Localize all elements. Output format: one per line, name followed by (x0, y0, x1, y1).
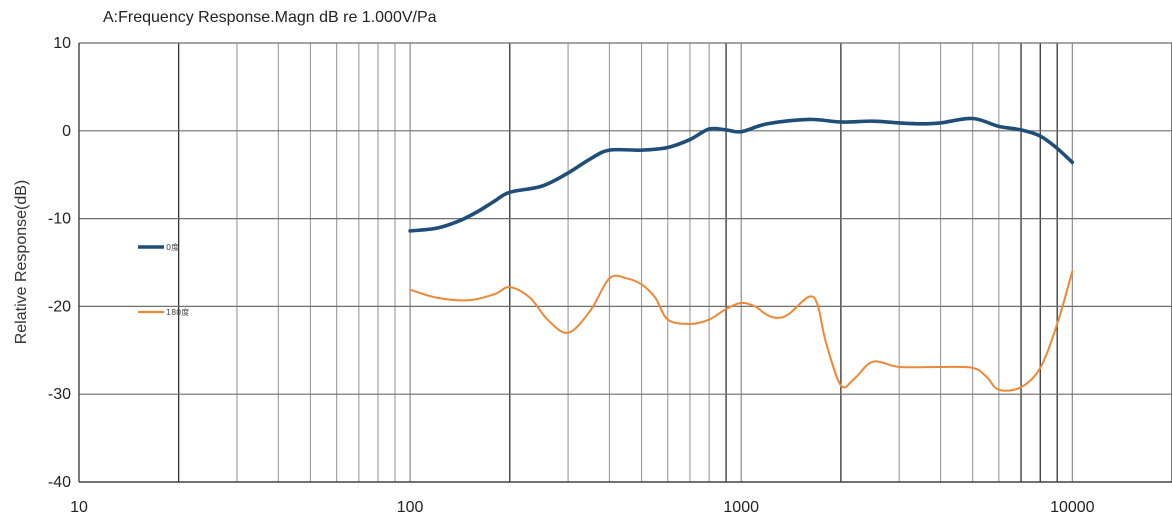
x-tick-label: 10 (70, 499, 88, 516)
legend-layer: 0度 180度 (138, 242, 189, 317)
y-tick-label: -40 (48, 474, 71, 491)
chart-title: A:Frequency Response.Magn dB re 1.000V/P… (103, 9, 437, 26)
legend-label: 180度 (166, 307, 189, 317)
y-tick-label: 0 (62, 123, 71, 140)
grid-layer (78, 42, 1172, 483)
y-tick-label: -20 (48, 298, 71, 315)
x-tick-label: 1000 (723, 499, 759, 516)
x-tick-label: 10000 (1050, 499, 1095, 516)
series-line-front (408, 116, 1075, 233)
y-axis-label: Relative Response(dB) (13, 180, 30, 345)
y-tick-label: -30 (48, 386, 71, 403)
series-line-rear (409, 270, 1074, 392)
y-tick-label: -10 (48, 211, 71, 228)
y-tick-label: 10 (53, 35, 71, 52)
series-layer (408, 116, 1075, 392)
x-tick-label: 100 (397, 499, 424, 516)
legend-label: 0度 (166, 242, 179, 252)
